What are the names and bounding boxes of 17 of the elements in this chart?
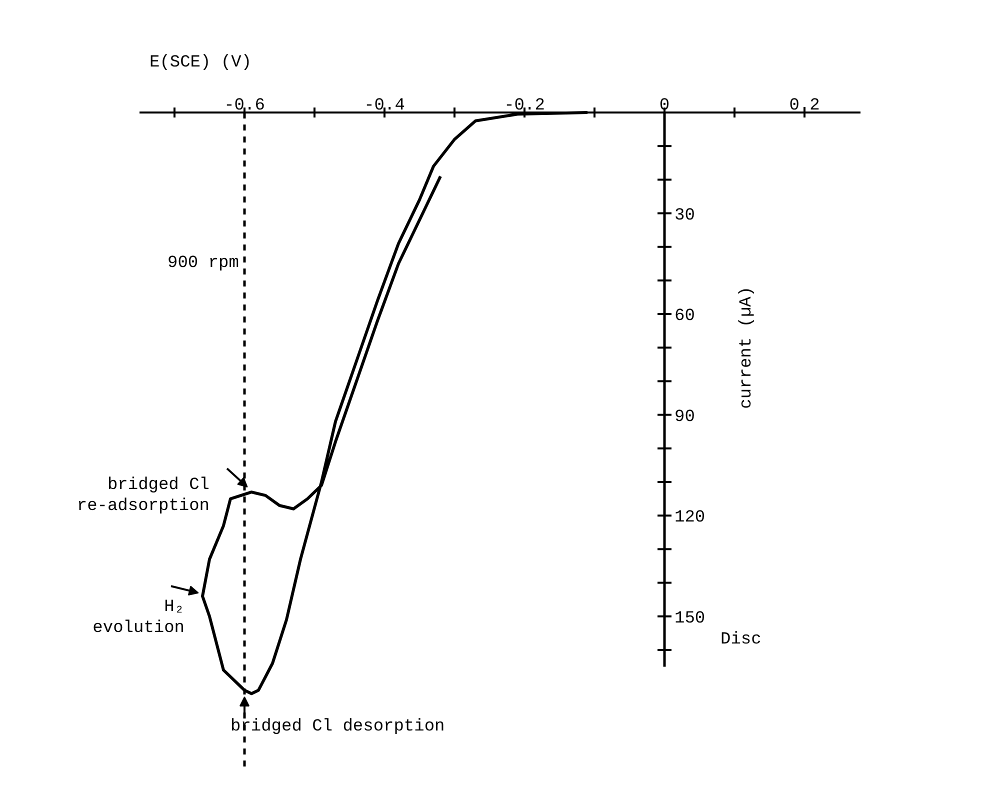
y-axis-title: current (µA) [738,286,756,409]
x-tick-label: -0.2 [504,96,545,116]
y-tick-label: 150 [674,609,706,628]
y-tick-label: 30 [674,206,695,226]
x-axis-title: E(SCE) (V) [150,54,252,72]
annotation: bridged Cl desorption [230,718,445,737]
annotation: Disc [720,630,762,650]
annotation: bridged Cl re-adsorption [76,476,210,516]
x-tick-label: 0.2 [789,96,820,116]
annotation: H₂ evolution [92,598,185,638]
x-tick-label: -0.6 [224,96,265,116]
y-tick-label: 90 [674,408,695,427]
x-tick-label: -0.4 [364,96,405,116]
x-tick-label: 0 [659,96,670,116]
y-tick-label: 60 [674,307,695,326]
annotation: 900 rpm [168,254,239,274]
y-tick-label: 120 [674,508,706,528]
